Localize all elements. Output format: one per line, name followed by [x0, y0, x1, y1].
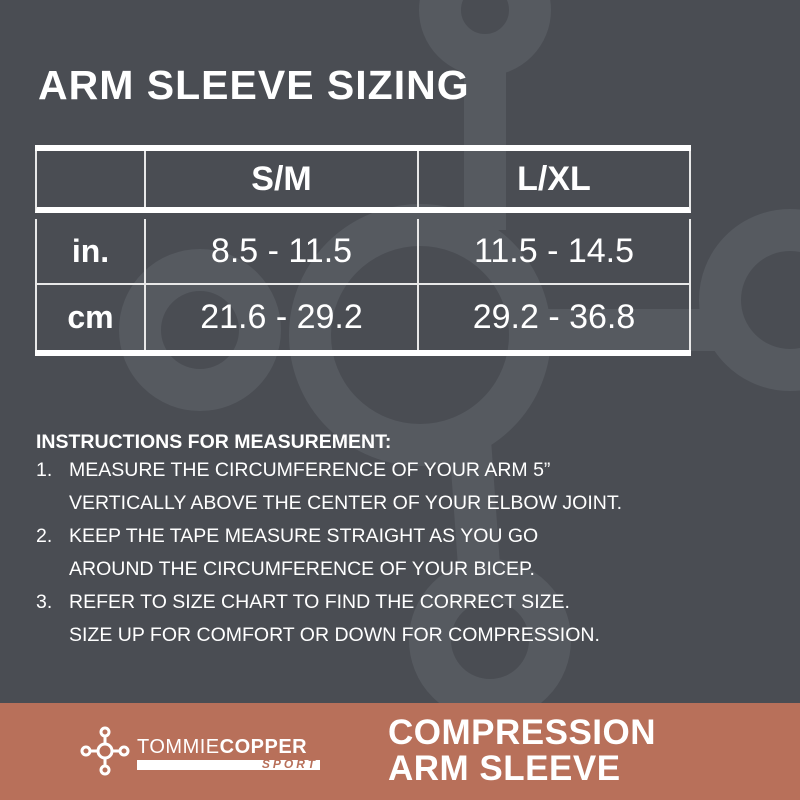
brand-sport-bar: SPORT: [137, 757, 320, 771]
instructions: INSTRUCTIONS FOR MEASUREMENT: 1. MEASURE…: [36, 430, 622, 652]
footer-band: TOMMIECOPPER SPORT COMPRESSION ARM SLEEV…: [0, 703, 800, 800]
tommie-copper-logo-icon: [80, 726, 130, 776]
value-cell: 11.5 - 14.5: [473, 231, 635, 270]
product-line: ARM SLEEVE: [388, 749, 621, 788]
table-row: in. 8.5 - 11.5 11.5 - 14.5: [35, 219, 691, 285]
watermark-logo-icon: [119, 0, 800, 703]
header-cell-lxl: L/XL: [517, 159, 591, 198]
size-table: S/M L/XL in. 8.5 - 11.5 11.5 - 14.5 cm 2…: [35, 145, 691, 356]
item-line: SIZE UP FOR COMFORT OR DOWN FOR COMPRESS…: [69, 624, 600, 646]
item-line: MEASURE THE CIRCUMFERENCE OF YOUR ARM 5”: [69, 459, 551, 481]
table-header-row: S/M L/XL: [35, 151, 691, 213]
instruction-item: 2. KEEP THE TAPE MEASURE STRAIGHT AS YOU…: [36, 520, 622, 586]
product-line: COMPRESSION: [388, 713, 657, 752]
brand-bold: COPPER: [219, 736, 308, 758]
item-number: 1.: [36, 459, 53, 481]
instruction-item: 3. REFER TO SIZE CHART TO FIND THE CORRE…: [36, 586, 622, 652]
brand-sub: SPORT: [261, 757, 318, 771]
item-line: REFER TO SIZE CHART TO FIND THE CORRECT …: [69, 591, 570, 613]
value-cell: 8.5 - 11.5: [146, 219, 419, 283]
unit-cell: in.: [37, 219, 146, 283]
item-line: VERTICALLY ABOVE THE CENTER OF YOUR ELBO…: [69, 492, 622, 514]
product-name: COMPRESSION ARM SLEEVE: [388, 715, 656, 787]
instruction-item: 1. MEASURE THE CIRCUMFERENCE OF YOUR ARM…: [36, 454, 622, 520]
unit-cell: cm: [37, 285, 146, 350]
instructions-heading: INSTRUCTIONS FOR MEASUREMENT:: [36, 431, 392, 453]
header-cell-sm: S/M: [146, 151, 419, 207]
table-row: cm 21.6 - 29.2 29.2 - 36.8: [35, 285, 691, 350]
item-number: 3.: [36, 591, 53, 613]
value-cell: 21.6 - 29.2: [146, 285, 419, 350]
item-line: KEEP THE TAPE MEASURE STRAIGHT AS YOU GO: [69, 525, 539, 547]
brand-light: TOMMIE: [137, 736, 220, 758]
brand-name: TOMMIECOPPER: [137, 736, 307, 759]
item-number: 2.: [36, 525, 53, 547]
item-line: AROUND THE CIRCUMFERENCE OF YOUR BICEP.: [69, 558, 535, 580]
header-cell: [37, 151, 146, 207]
page-title: ARM SLEEVE SIZING: [38, 62, 470, 108]
value-cell: 29.2 - 36.8: [472, 298, 636, 336]
